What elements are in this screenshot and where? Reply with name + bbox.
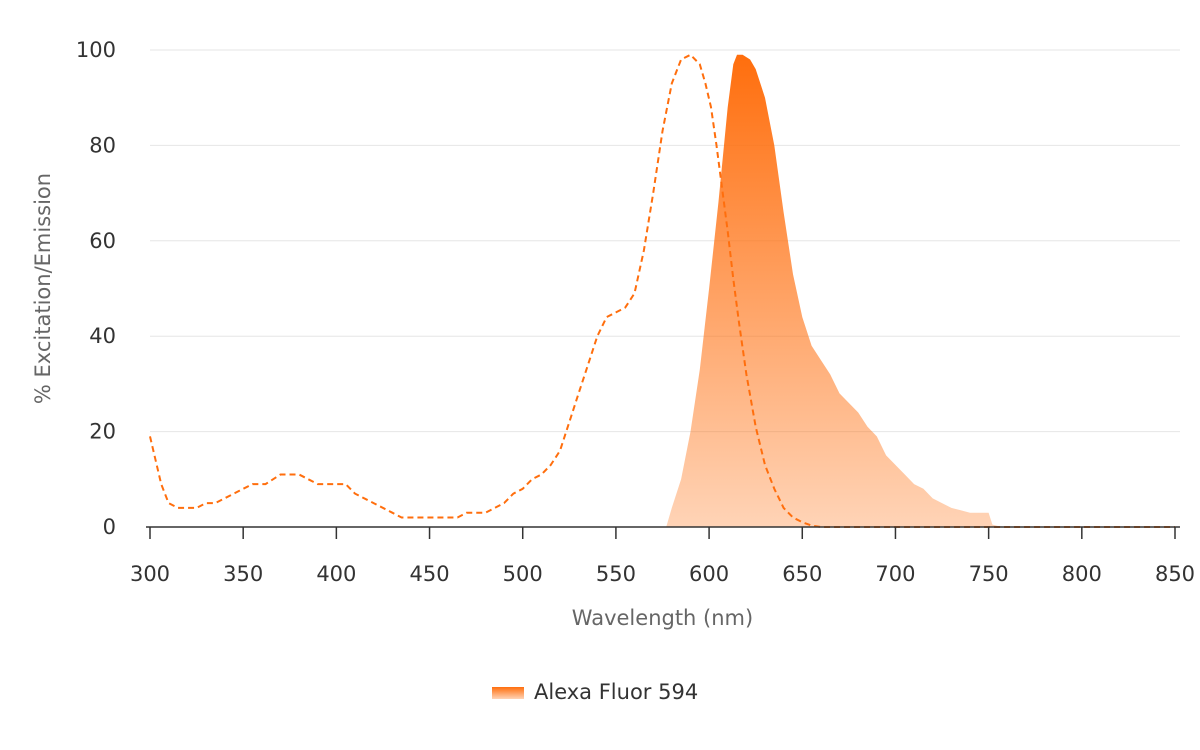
- y-axis-title: % Excitation/Emission: [31, 173, 55, 404]
- emission-area: [666, 54, 1175, 528]
- y-tick-label: 80: [89, 133, 116, 157]
- y-tick-label: 20: [89, 420, 116, 444]
- legend-label: Alexa Fluor 594: [534, 680, 698, 704]
- x-tick-label: 450: [409, 562, 449, 586]
- x-tick-label: 350: [223, 562, 263, 586]
- axes: 0 20 40 60 80 100 300 350 400 450 500 550 600 650 700 7…: [76, 38, 1195, 586]
- x-tick-label: 550: [596, 562, 636, 586]
- excitation-line: [149, 53, 1175, 528]
- legend-swatch: [492, 687, 524, 699]
- x-tick-label: 850: [1155, 562, 1195, 586]
- x-tick-label: 300: [130, 562, 170, 586]
- series-layer: [149, 53, 1175, 528]
- x-tick-label: 750: [969, 562, 1009, 586]
- y-tick-label: 100: [76, 38, 116, 62]
- grid-lines: [150, 49, 1180, 433]
- x-tick-label: 400: [316, 562, 356, 586]
- x-axis-title: Wavelength (nm): [572, 606, 753, 630]
- x-tick-label: 600: [689, 562, 729, 586]
- x-tick-label: 500: [503, 562, 543, 586]
- x-tick-label: 700: [875, 562, 915, 586]
- y-tick-label: 0: [103, 515, 116, 539]
- y-tick-label: 40: [89, 324, 116, 348]
- x-tick-label: 650: [782, 562, 822, 586]
- legend[interactable]: Alexa Fluor 594: [492, 680, 698, 704]
- y-tick-label: 60: [89, 229, 116, 253]
- x-tick-label: 800: [1062, 562, 1102, 586]
